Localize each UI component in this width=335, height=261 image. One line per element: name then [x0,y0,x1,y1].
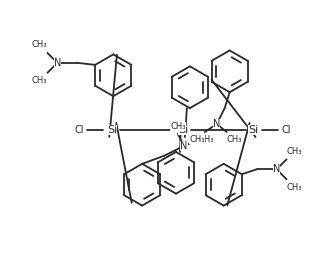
Text: N: N [213,119,220,129]
Text: Si: Si [107,125,118,135]
Text: CH₃: CH₃ [287,147,302,156]
Text: CH₃: CH₃ [32,76,47,85]
Text: Cl: Cl [282,125,291,135]
Text: Si: Si [249,125,259,135]
Text: Si: Si [178,125,188,135]
Text: N: N [180,141,188,151]
Text: Cl: Cl [75,125,84,135]
Text: CH₃: CH₃ [189,135,205,144]
Text: CH₃: CH₃ [170,122,186,130]
Text: CH₃: CH₃ [32,40,47,49]
Text: N: N [273,164,280,174]
Text: CH₃: CH₃ [227,135,243,144]
Text: N: N [54,58,61,68]
Text: CH₃: CH₃ [287,183,302,192]
Text: CH₃: CH₃ [198,135,213,144]
